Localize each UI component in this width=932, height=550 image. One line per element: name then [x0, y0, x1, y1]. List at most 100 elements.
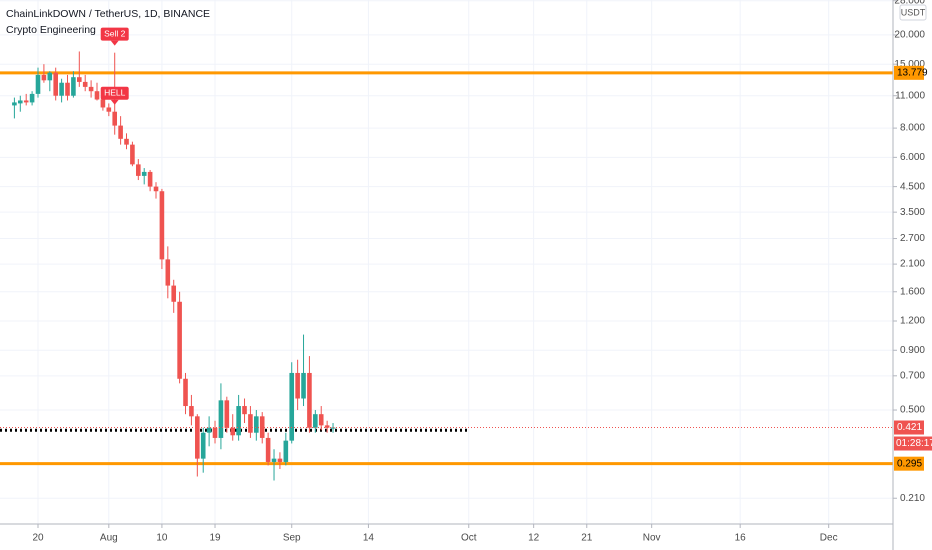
- candle-body: [29, 93, 35, 103]
- x-tick-label: 10: [156, 533, 168, 544]
- candle-body: [289, 372, 295, 441]
- candle-body: [106, 107, 112, 112]
- x-tick-label: 16: [735, 533, 747, 544]
- y-tick-label: 1.600: [900, 286, 925, 297]
- annotation-box: [100, 27, 129, 41]
- candle-body: [171, 285, 177, 302]
- indicator-name: Crypto Engineering: [6, 24, 96, 36]
- y-tick-label: 0.700: [900, 370, 925, 381]
- y-tick-label: 2.100: [900, 259, 925, 270]
- y-tick-label: 4.500: [900, 181, 925, 192]
- x-tick-label: 20: [32, 533, 44, 544]
- y-tick-label: 3.500: [900, 207, 925, 218]
- candle-body: [94, 91, 100, 100]
- chart-title: ChainLinkDOWN / TetherUS, 1D, BINANCE: [6, 8, 210, 20]
- x-tick-label: Aug: [100, 533, 118, 544]
- annotation-box: [100, 86, 129, 100]
- candle-body: [248, 414, 253, 433]
- candle-body: [224, 400, 230, 428]
- y-tick-label: 0.900: [900, 345, 925, 356]
- candle-body: [212, 427, 218, 438]
- candle-body: [153, 186, 159, 192]
- candle-body: [295, 372, 300, 399]
- candle-body: [124, 138, 129, 145]
- candle-body: [159, 191, 165, 260]
- x-tick-label: Sep: [283, 533, 301, 544]
- x-tick-label: Oct: [461, 533, 477, 544]
- candle-body: [59, 82, 64, 96]
- candle-body: [130, 144, 135, 165]
- currency-box[interactable]: [899, 4, 927, 21]
- candle-body: [307, 372, 312, 428]
- candle-body: [195, 416, 200, 459]
- candle-body: [189, 406, 194, 417]
- last-price-box: [894, 420, 924, 435]
- x-tick-label: 12: [528, 533, 540, 544]
- annotation-pointer: [110, 40, 119, 46]
- level-price-box: [894, 456, 924, 471]
- x-tick-label: Nov: [643, 533, 661, 544]
- candle-body: [41, 74, 47, 81]
- candle-body: [218, 400, 224, 438]
- candle-body: [23, 100, 29, 103]
- x-tick-label: 19: [209, 533, 221, 544]
- candle-body: [165, 259, 171, 286]
- candle-body: [35, 74, 41, 94]
- currency-label: USDT: [901, 7, 926, 17]
- level-price-label: 0.295: [897, 458, 922, 469]
- candle-body: [112, 111, 118, 126]
- candle-body: [47, 72, 53, 81]
- candle-body: [301, 372, 306, 399]
- y-tick-label: 0.500: [900, 405, 925, 416]
- y-tick-label: 0.210: [900, 493, 925, 504]
- y-tick-label: 20.000: [894, 30, 925, 41]
- candle-body: [71, 77, 76, 96]
- x-tick-label: 14: [363, 533, 375, 544]
- candle-body: [259, 416, 265, 438]
- annotation-pointer: [110, 99, 119, 105]
- countdown-box: [894, 436, 932, 451]
- candle-body: [230, 427, 236, 436]
- candle-body: [242, 406, 247, 415]
- candle-body: [136, 164, 141, 176]
- candle-body: [88, 86, 94, 92]
- candle-body: [12, 102, 17, 106]
- candle-body: [141, 171, 147, 176]
- candle-body: [183, 378, 188, 407]
- candle-body: [147, 171, 153, 187]
- y-tick-label: 11.000: [895, 90, 925, 101]
- y-tick-label: 15.000: [894, 59, 925, 70]
- candle-body: [206, 427, 212, 433]
- y-tick-label: 2.700: [900, 233, 925, 244]
- candle-body: [177, 301, 182, 379]
- candle-body: [65, 82, 70, 96]
- candle-body: [17, 100, 23, 104]
- countdown-label: 01:28:17: [896, 438, 932, 449]
- candle-body: [324, 425, 330, 428]
- annotation-label: HELL: [104, 87, 126, 97]
- y-tick-label: 1.200: [900, 316, 925, 327]
- candle-body: [254, 416, 259, 433]
- candle-body: [313, 414, 318, 428]
- x-tick-label: Dec: [820, 533, 838, 544]
- candle-body: [236, 406, 241, 436]
- candle-body: [77, 77, 82, 82]
- level-price-box: [894, 65, 924, 80]
- level-price-label: 13.779: [897, 67, 928, 78]
- x-tick-label: 21: [581, 533, 593, 544]
- last-price-label: 0.421: [897, 422, 922, 433]
- annotation-label: Sell 2: [104, 28, 126, 38]
- candle-body: [277, 458, 283, 462]
- y-tick-label: 28.000: [894, 0, 925, 6]
- candle-body: [200, 432, 206, 459]
- candle-body: [265, 437, 271, 462]
- y-tick-label: 8.000: [900, 123, 925, 134]
- candle-body: [53, 72, 59, 96]
- candle-body: [100, 99, 106, 108]
- y-tick-label: 6.000: [900, 152, 925, 163]
- candle-body: [318, 414, 324, 426]
- candle-body: [283, 440, 289, 462]
- candle-body: [118, 125, 123, 139]
